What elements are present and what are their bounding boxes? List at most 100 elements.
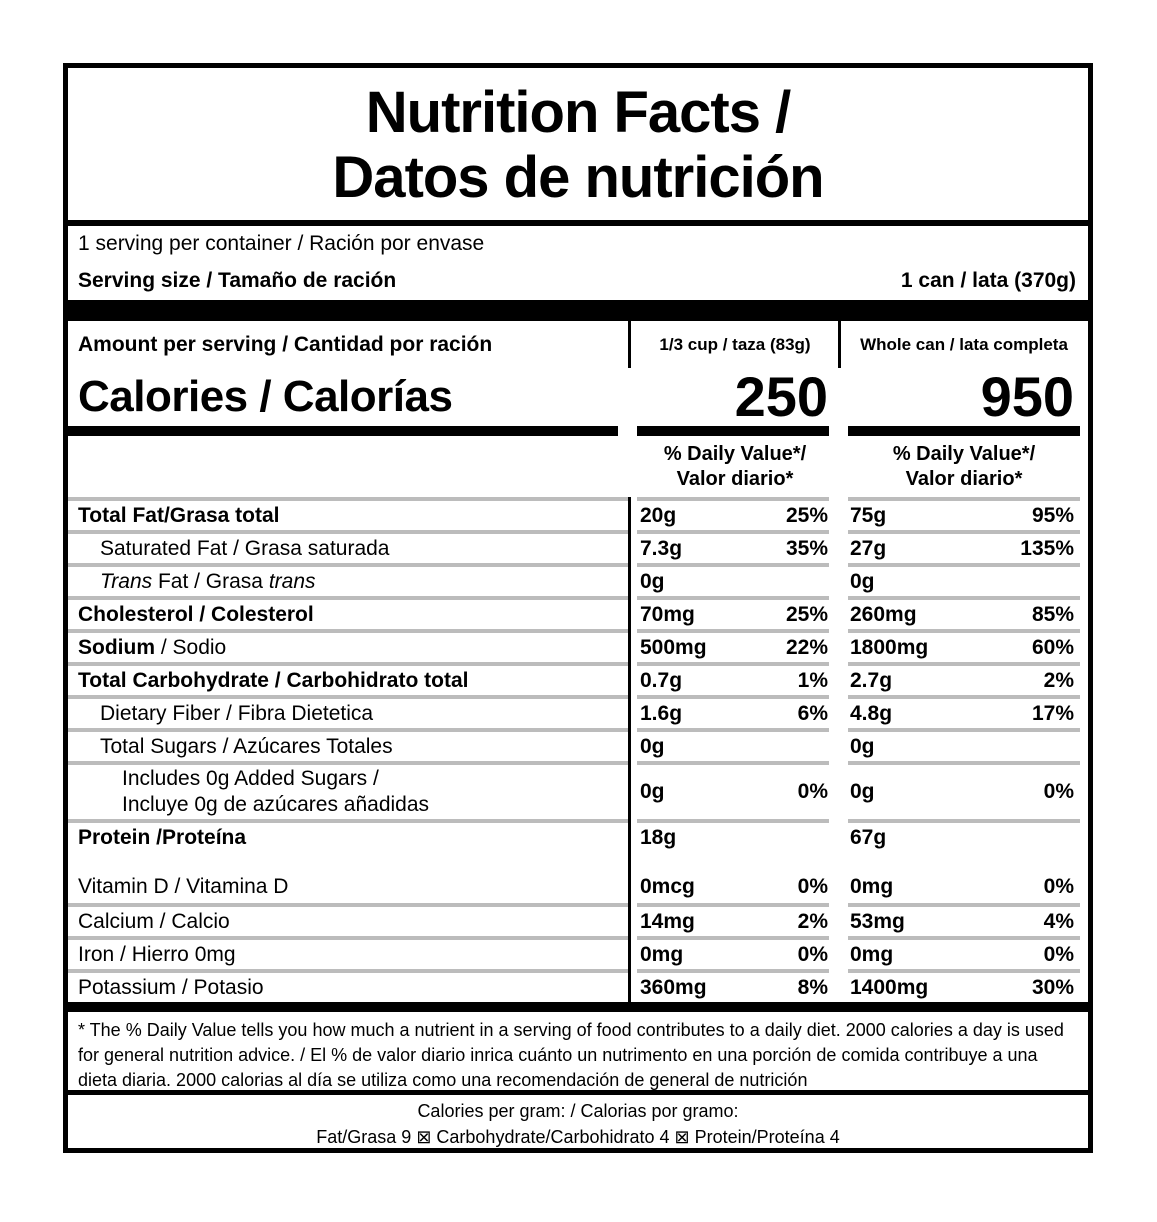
- row-separator-segment: [848, 497, 1080, 501]
- nutrient-name: Calcium / Calcio: [78, 909, 230, 933]
- amount-value: 0.7g: [640, 668, 683, 692]
- column-divider-line: [628, 321, 631, 368]
- daily-value-percent: 2%: [1043, 668, 1074, 692]
- nutrient-values-c2: 4.8g 17%: [840, 702, 1088, 726]
- row-separator-segment: [68, 596, 630, 600]
- daily-value-percent: 22%: [785, 635, 828, 659]
- nutrient-values-c1: 7.3g 35%: [630, 537, 840, 561]
- daily-value-percent: 30%: [1031, 975, 1074, 999]
- daily-value-header-row: % Daily Value*/ Valor diario* % Daily Va…: [68, 436, 1088, 497]
- nutrient-values-c1: 20g 25%: [630, 504, 840, 528]
- row-separator-segment: [848, 936, 1080, 940]
- row-separator-segment: [68, 662, 630, 666]
- row-separator: [68, 695, 1088, 699]
- amount-value: 75g: [850, 503, 887, 527]
- amount-value: 260mg: [850, 602, 917, 626]
- nutrient-row: Potassium / Potasio 360mg 8% 1400mg 30%: [68, 973, 1088, 1002]
- daily-value-percent: 8%: [797, 975, 828, 999]
- nutrient-name: Protein /Proteína: [78, 825, 247, 849]
- row-separator: [68, 936, 1088, 940]
- row-separator-segment: [848, 596, 1080, 600]
- serving-size-value: 1 can / lata (370g): [900, 269, 1076, 292]
- row-separator-segment: [848, 819, 1080, 823]
- daily-value-percent: 0%: [1043, 874, 1074, 898]
- nutrient-name: Trans Fat / Grasa trans: [100, 569, 316, 593]
- bar-segment: [637, 852, 829, 870]
- row-separator-segment: [68, 936, 630, 940]
- nutrient-values-c2: 1400mg 30%: [840, 976, 1088, 1000]
- nutrient-row: Total Carbohydrate / Carbohidrato total 0…: [68, 666, 1088, 695]
- daily-value-percent: 1%: [797, 668, 828, 692]
- row-separator-segment: [848, 530, 1080, 534]
- section-divider-bar: [68, 852, 1088, 870]
- nutrient-row: Sodium / Sodio 500mg 22% 1800mg 60%: [68, 633, 1088, 662]
- daily-value-percent: 85%: [1031, 602, 1074, 626]
- nutrient-values-c1: 0g: [630, 570, 840, 594]
- row-separator-segment: [637, 728, 829, 732]
- row-separator: [68, 662, 1088, 666]
- amount-value: 0g: [640, 780, 665, 803]
- row-separator-segment: [637, 936, 829, 940]
- row-separator: [68, 629, 1088, 633]
- nutrient-values-c1: 0.7g 1%: [630, 669, 840, 693]
- nutrient-values-c1: 0g 0%: [630, 780, 840, 804]
- row-separator-segment: [637, 563, 829, 567]
- row-separator: [68, 530, 1088, 534]
- calories-value-col2: 950: [980, 365, 1074, 428]
- calories-label: Calories / Calorías: [78, 372, 453, 421]
- amount-value: 1400mg: [850, 975, 929, 999]
- amount-value: 0g: [850, 569, 875, 593]
- nutrient-name: Saturated Fat / Grasa saturada: [100, 536, 390, 560]
- amount-value: 67g: [850, 825, 887, 849]
- nutrient-values-c2: 27g 135%: [840, 537, 1088, 561]
- daily-value-header-col2: % Daily Value*/ Valor diario*: [840, 442, 1088, 497]
- daily-value-percent: 60%: [1031, 635, 1074, 659]
- amount-value: 0g: [640, 569, 665, 593]
- daily-value-percent: 95%: [1031, 503, 1074, 527]
- row-separator-segment: [848, 563, 1080, 567]
- row-separator: [68, 903, 1088, 907]
- nutrient-name: Dietary Fiber / Fibra Dietetica: [100, 701, 374, 725]
- daily-value-percent: 0%: [797, 780, 828, 803]
- nutrient-name: Sodium / Sodio: [78, 635, 227, 659]
- row-separator: [68, 497, 1088, 501]
- daily-value-percent: 2%: [797, 909, 828, 933]
- daily-value-percent: 6%: [797, 701, 828, 725]
- row-separator-segment: [637, 969, 829, 973]
- servings-per-container-text: 1 serving per container / Ración por env…: [78, 232, 485, 255]
- amount-value: 0mg: [850, 874, 894, 898]
- row-separator-segment: [68, 695, 630, 699]
- nutrient-row: Protein /Proteína 18g 67g: [68, 823, 1088, 852]
- nutrient-name: Total Fat/Grasa total: [78, 503, 280, 527]
- row-separator-segment: [848, 728, 1080, 732]
- row-separator-segment: [68, 969, 630, 973]
- nutrient-row: Saturated Fat / Grasa saturada 7.3g 35% 27g…: [68, 534, 1088, 563]
- daily-value-percent: 17%: [1031, 701, 1074, 725]
- nutrient-values-c2: 0g: [840, 735, 1088, 759]
- row-separator-segment: [848, 903, 1080, 907]
- row-separator-segment: [68, 903, 630, 907]
- daily-value-percent: 0%: [797, 874, 828, 898]
- amount-value: 1800mg: [850, 635, 929, 659]
- calories-per-gram-footer: Calories per gram: / Calorias por gramo:…: [68, 1095, 1088, 1148]
- nutrient-values-c1: 0mg 0%: [630, 943, 840, 967]
- row-separator: [68, 761, 1088, 765]
- daily-value-percent: 0%: [797, 942, 828, 966]
- row-separator-segment: [68, 761, 630, 765]
- daily-value-percent: 35%: [785, 536, 828, 560]
- calories-per-gram-values: Fat/Grasa 9 ⊠ Carbohydrate/Carbohidrato …: [316, 1127, 840, 1147]
- daily-value-percent: 25%: [785, 503, 828, 527]
- title-line-spanish: Datos de nutrición: [332, 145, 824, 210]
- nutrient-row: Dietary Fiber / Fibra Dietetica 1.6g 6% 4.8…: [68, 699, 1088, 728]
- daily-value-footnote: * The % Daily Value tells you how much a…: [78, 1020, 1064, 1090]
- label-title: Nutrition Facts / Datos de nutrición: [68, 68, 1088, 220]
- amount-value: 4.8g: [850, 701, 893, 725]
- row-separator-segment: [637, 695, 829, 699]
- row-separator-segment: [637, 819, 829, 823]
- nutrient-values-c1: 500mg 22%: [630, 636, 840, 660]
- nutrient-row: Calcium / Calcio 14mg 2% 53mg 4%: [68, 907, 1088, 936]
- row-separator: [68, 819, 1088, 823]
- nutrient-values-c2: 53mg 4%: [840, 910, 1088, 934]
- nutrient-values-c1: 360mg 8%: [630, 976, 840, 1000]
